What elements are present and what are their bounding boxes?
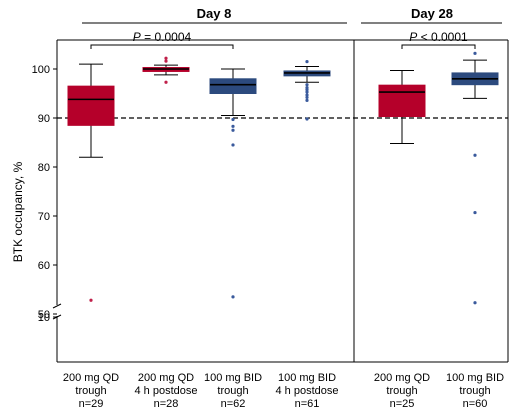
box bbox=[209, 78, 257, 95]
y-tick-label: 50 bbox=[38, 309, 50, 321]
group-label: 100 mg BID bbox=[278, 372, 336, 384]
outlier-point bbox=[164, 80, 168, 84]
outlier-point bbox=[305, 93, 309, 97]
group-label: trough bbox=[459, 385, 490, 397]
day8-label: Day 8 bbox=[197, 6, 232, 21]
group-label: 100 mg BID bbox=[446, 372, 504, 384]
outlier-point bbox=[473, 210, 477, 215]
boxes bbox=[67, 59, 499, 158]
y-tick-label: 90 bbox=[38, 113, 50, 125]
group-label: trough bbox=[75, 385, 106, 397]
group-label: n=25 bbox=[390, 398, 415, 410]
outlier-point bbox=[305, 95, 309, 100]
group-label: 200 mg QD bbox=[138, 372, 194, 384]
group-label: n=60 bbox=[463, 398, 488, 410]
outlier-point bbox=[164, 59, 168, 63]
plot-frame bbox=[57, 39, 509, 363]
group-label: n=62 bbox=[221, 398, 246, 410]
group-label: 4 h postdose bbox=[135, 385, 198, 397]
outlier-point bbox=[305, 83, 309, 87]
outlier-point bbox=[305, 87, 309, 92]
outlier-point bbox=[305, 90, 309, 94]
day28-p-value: P < 0.0001 bbox=[409, 30, 468, 44]
annotations: Day 8 Day 28 P = 0.0004 P < 0.0001 bbox=[82, 6, 502, 49]
axis-break-mark-upper bbox=[52, 303, 62, 309]
group-label: 100 mg BID bbox=[204, 372, 262, 384]
outlier-point bbox=[473, 51, 477, 55]
outlier-point bbox=[231, 117, 235, 122]
box bbox=[67, 85, 115, 126]
y-tick-label: 100 bbox=[32, 64, 50, 76]
outliers bbox=[89, 51, 477, 305]
outlier-point bbox=[231, 128, 235, 132]
day8-p-value: P = 0.0004 bbox=[133, 30, 192, 44]
box bbox=[378, 84, 426, 118]
outlier-point bbox=[305, 60, 309, 64]
group-label: 200 mg QD bbox=[63, 372, 119, 384]
y-axis-label: BTK occupancy, % bbox=[11, 161, 25, 262]
outlier-point bbox=[473, 153, 477, 157]
group-label: n=29 bbox=[79, 398, 104, 410]
outlier-point bbox=[89, 298, 93, 302]
day28-comparison-bracket bbox=[401, 44, 476, 49]
outlier-point bbox=[164, 56, 168, 60]
group-label: n=28 bbox=[154, 398, 179, 410]
outlier-point bbox=[305, 98, 309, 102]
group-label: n=61 bbox=[295, 398, 320, 410]
day28-label: Day 28 bbox=[411, 6, 453, 21]
y-tick-label: 60 bbox=[38, 260, 50, 272]
outlier-point bbox=[305, 117, 309, 121]
y-tick-label: 10 bbox=[38, 312, 50, 324]
outlier-point bbox=[473, 301, 477, 305]
outlier-point bbox=[231, 143, 235, 147]
y-tick-label: 70 bbox=[38, 211, 50, 223]
outlier-point bbox=[231, 295, 235, 299]
day8-comparison-bracket bbox=[90, 44, 234, 49]
group-label: trough bbox=[217, 385, 248, 397]
group-label: 200 mg QD bbox=[374, 372, 430, 384]
y-tick-label: 80 bbox=[38, 162, 50, 174]
group-label: trough bbox=[386, 385, 417, 397]
group-label: 4 h postdose bbox=[276, 385, 339, 397]
outlier-point bbox=[231, 124, 235, 128]
